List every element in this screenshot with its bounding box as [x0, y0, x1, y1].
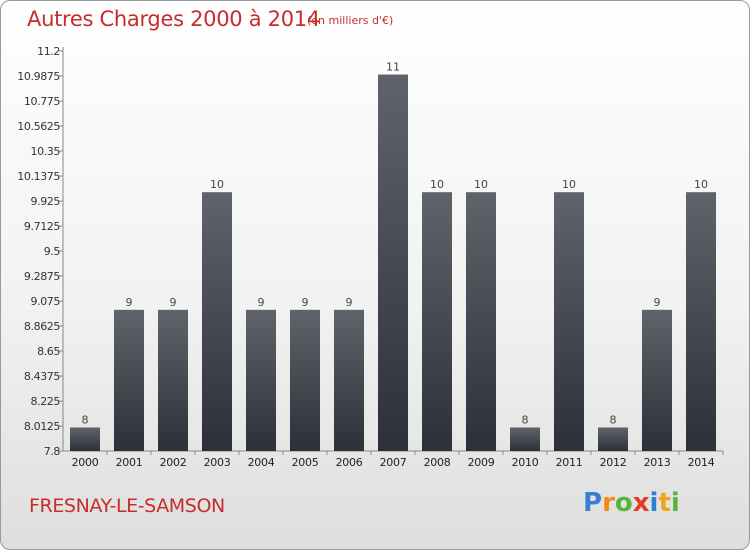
- bar: [202, 192, 232, 452]
- bar: [334, 309, 364, 451]
- data-label: 9: [346, 296, 353, 309]
- logo-letter: i: [649, 488, 659, 518]
- bar-layer: [70, 74, 716, 452]
- logo-letter: i: [670, 488, 680, 518]
- data-label: 9: [654, 296, 661, 309]
- proxiti-logo: Proxiti: [583, 488, 680, 518]
- x-tick-label: 2006: [336, 456, 363, 469]
- x-tick-label: 2013: [644, 456, 671, 469]
- chart-title: Autres Charges 2000 à 2014: [27, 7, 320, 31]
- y-tick-label: 10.9875: [17, 70, 60, 83]
- x-tick-label: 2010: [512, 456, 539, 469]
- bar: [158, 309, 188, 451]
- y-tick-label: 10.1375: [17, 170, 60, 183]
- data-label: 10: [430, 178, 444, 191]
- bar: [290, 309, 320, 451]
- data-label: 10: [210, 178, 224, 191]
- x-tick-label: 2007: [380, 456, 407, 469]
- y-tick-label: 8.225: [31, 395, 61, 408]
- data-label: 9: [258, 296, 265, 309]
- logo-letter: o: [614, 488, 633, 518]
- y-tick-label: 8.0125: [24, 420, 60, 433]
- logo-letter: P: [583, 488, 603, 518]
- y-tick-label: 10.35: [31, 145, 61, 158]
- y-tick-label: 9.075: [31, 295, 61, 308]
- data-label: 9: [126, 296, 133, 309]
- x-tick-label: 2003: [204, 456, 231, 469]
- bar: [378, 74, 408, 451]
- data-label: 10: [694, 178, 708, 191]
- logo-letter: r: [602, 488, 615, 518]
- data-label: 11: [386, 61, 400, 74]
- commune-name: FRESNAY-LE-SAMSON: [29, 495, 225, 517]
- bar: [114, 309, 144, 451]
- data-label: 8: [522, 413, 529, 426]
- x-tick-label: 2009: [468, 456, 495, 469]
- chart-subtitle: (en milliers d'€): [307, 14, 394, 27]
- y-tick-label: 9.2875: [24, 270, 60, 283]
- data-label: 10: [474, 178, 488, 191]
- x-tick-label: 2008: [424, 456, 451, 469]
- y-tick-label: 8.8625: [24, 320, 60, 333]
- data-label: 8: [82, 413, 89, 426]
- bar: [554, 192, 584, 452]
- bar: [598, 427, 628, 451]
- axis-layer: 7.8 8.0125 8.225 8.4375 8.65 8.8625 9.075 9.287…: [17, 45, 724, 458]
- bar: [510, 427, 540, 451]
- data-label: 9: [170, 296, 177, 309]
- bar: [466, 192, 496, 452]
- data-label: 9: [302, 296, 309, 309]
- bar: [70, 427, 100, 451]
- bar: [686, 192, 716, 452]
- data-label: 10: [562, 178, 576, 191]
- y-tick-label: 8.65: [37, 345, 60, 358]
- y-tick-label: 10.775: [24, 95, 60, 108]
- bar: [642, 309, 672, 451]
- bar: [246, 309, 276, 451]
- x-tick-label: 2012: [600, 456, 627, 469]
- logo-letter: x: [632, 488, 650, 518]
- bar: [422, 192, 452, 452]
- data-label: 8: [610, 413, 617, 426]
- x-tick-label: 2014: [688, 456, 715, 469]
- y-tick-label: 11.2: [37, 45, 60, 58]
- y-tick-label: 10.5625: [17, 120, 60, 133]
- x-tick-label: 2000: [72, 456, 99, 469]
- logo-letter: t: [658, 488, 671, 518]
- y-tick-label: 8.4375: [24, 370, 60, 383]
- x-tick-label: 2011: [556, 456, 583, 469]
- x-tick-label: 2002: [160, 456, 187, 469]
- x-tick-label: 2001: [116, 456, 143, 469]
- y-tick-label: 9.7125: [24, 220, 60, 233]
- x-tick-label: 2005: [292, 456, 319, 469]
- label-layer: 8 2000 9 2001 9 2002 10 2003 9 2004 9 2005 9 2006 11 20…: [72, 61, 715, 469]
- y-tick-label: 9.925: [31, 195, 61, 208]
- y-tick-label: 9.5: [44, 245, 61, 258]
- x-tick-label: 2004: [248, 456, 275, 469]
- y-tick-label: 7.8: [44, 445, 61, 458]
